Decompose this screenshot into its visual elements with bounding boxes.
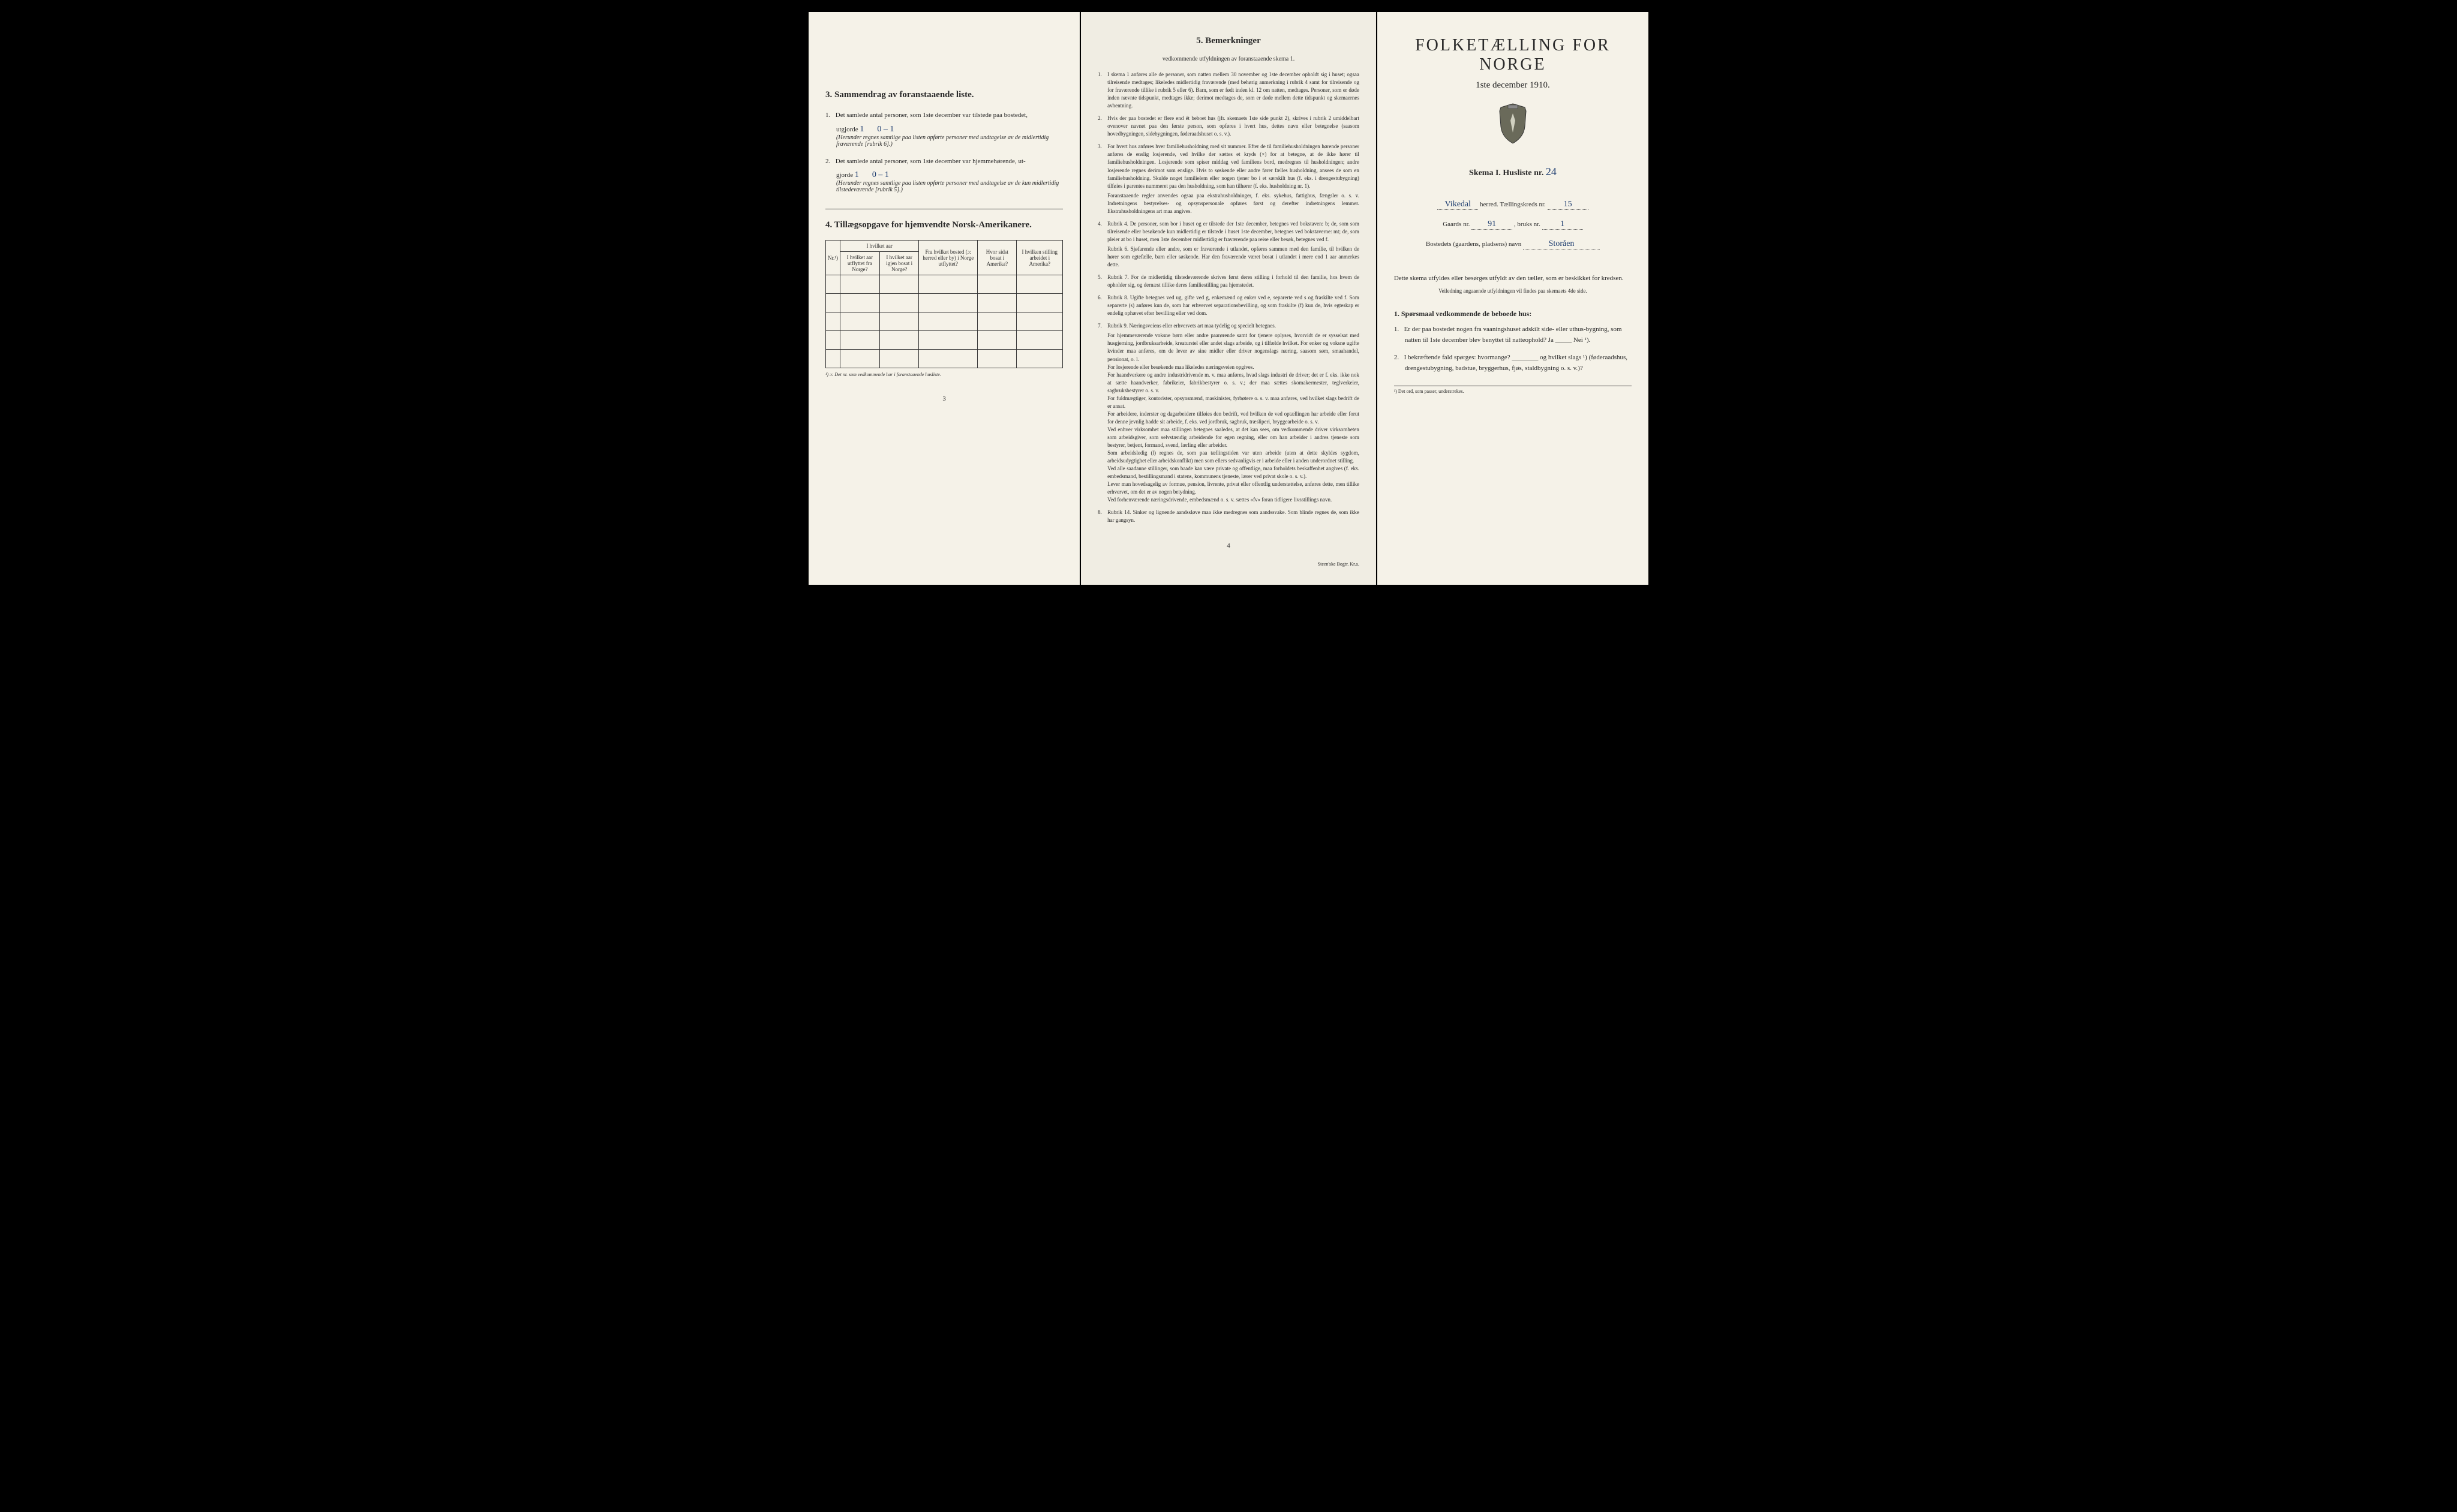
table-row: [826, 275, 1063, 294]
remark-item: 8.Rubrik 14. Sinker og lignende aandsslø…: [1098, 509, 1359, 524]
q2-handwritten-value: 1: [855, 170, 859, 179]
schema-line: Skema I. Husliste nr. 24: [1394, 166, 1632, 178]
q1-handwritten-value: 1: [860, 125, 864, 134]
main-date: 1ste december 1910.: [1394, 80, 1632, 91]
table-footnote: ¹) ɔ: Det nr. som vedkommende har i fora…: [825, 372, 1063, 377]
table-body: [826, 275, 1063, 368]
sporsmaal-q2: 2. I bekræftende fald spørges: hvormange…: [1405, 353, 1632, 374]
page-number-middle: 4: [1098, 542, 1359, 549]
section3-title: 3. Sammendrag av foranstaaende liste.: [825, 90, 1063, 100]
q1: 1. Det samlede antal personer, som 1ste …: [825, 110, 1063, 121]
right-footnote: ¹) Det ord, som passer, understrekes.: [1394, 386, 1632, 394]
herred-line: Vikedal herred. Tællingskreds nr. 15: [1394, 200, 1632, 210]
th-nr: Nr.¹): [826, 241, 840, 275]
coat-of-arms-icon: [1394, 103, 1632, 148]
sporsmaal-q1: 1. Er der paa bostedet nogen fra vaaning…: [1405, 324, 1632, 345]
dispatch-text: Dette skema utfyldes eller besørges utfy…: [1394, 273, 1632, 295]
sporsmaal-heading: 1. Spørsmaal vedkommende de beboede hus:: [1394, 309, 1632, 318]
section4-title: 4. Tillægsopgave for hjemvendte Norsk-Am…: [825, 220, 1063, 230]
remarks-list: 1.I skema 1 anføres alle de personer, so…: [1098, 71, 1359, 524]
q1-note: (Herunder regnes samtlige paa listen opf…: [836, 134, 1063, 148]
q1-handwritten-extra: 0 – 1: [877, 125, 894, 134]
th-amerika: Hvor sidst bosat i Amerika?: [978, 241, 1017, 275]
bruks-nr-handwritten: 1: [1542, 220, 1583, 230]
document-triptych: 3. Sammendrag av foranstaaende liste. 1.…: [785, 0, 1672, 597]
remark-item: 6.Rubrik 8. Ugifte betegnes ved ug, gift…: [1098, 294, 1359, 317]
q1-value-line: utgjorde 1 0 – 1: [836, 125, 1063, 134]
printer-mark: Steen'ske Bogtr. Kr.a.: [1098, 561, 1359, 567]
bosted-navn-handwritten: Storåen: [1523, 239, 1600, 250]
table-row: [826, 294, 1063, 312]
gaards-nr-handwritten: 91: [1471, 220, 1512, 230]
th-aar-group: I hvilket aar: [840, 241, 918, 252]
remark-item: 5.Rubrik 7. For de midlertidig tilstedev…: [1098, 273, 1359, 289]
q2-note: (Herunder regnes samtlige paa listen opf…: [836, 180, 1063, 193]
section5-title: 5. Bemerkninger: [1098, 36, 1359, 46]
gaards-line: Gaards nr. 91 , bruks nr. 1: [1394, 220, 1632, 230]
th-bosted: Fra hvilket bosted (ɔ: herred eller by) …: [919, 241, 978, 275]
page-middle: 5. Bemerkninger vedkommende utfyldningen…: [1081, 12, 1376, 585]
table-row: [826, 331, 1063, 350]
herred-name-handwritten: Vikedal: [1437, 200, 1478, 210]
husliste-nr-handwritten: 24: [1546, 166, 1557, 178]
section5-sub: vedkommende utfyldningen av foranstaaend…: [1098, 56, 1359, 62]
remark-item: 2.Hvis der paa bostedet er flere end ét …: [1098, 115, 1359, 138]
table-row: [826, 312, 1063, 331]
th-stilling: I hvilken stilling arbeidet i Amerika?: [1017, 241, 1063, 275]
q2: 2. Det samlede antal personer, som 1ste …: [825, 156, 1063, 167]
remark-item: 3.For hvert hus anføres hver familiehush…: [1098, 143, 1359, 215]
remark-item: 4.Rubrik 4. De personer, som bor i huset…: [1098, 220, 1359, 269]
remark-item: 7.Rubrik 9. Næringsveiens eller erhverve…: [1098, 322, 1359, 504]
main-title: FOLKETÆLLING FOR NORGE: [1394, 36, 1632, 74]
q2-handwritten-extra: 0 – 1: [872, 170, 889, 179]
page-left: 3. Sammendrag av foranstaaende liste. 1.…: [809, 12, 1080, 585]
table-row: [826, 350, 1063, 368]
page-number-left: 3: [825, 395, 1063, 402]
page-right: FOLKETÆLLING FOR NORGE 1ste december 191…: [1377, 12, 1648, 585]
th-igjen: I hvilket aar igjen bosat i Norge?: [879, 252, 919, 275]
kreds-nr-handwritten: 15: [1548, 200, 1588, 210]
q2-value-line: gjorde 1 0 – 1: [836, 170, 1063, 180]
th-utflyttet: I hvilket aar utflyttet fra Norge?: [840, 252, 879, 275]
dispatch-note: Veiledning angaaende utfyldningen vil fi…: [1394, 287, 1632, 295]
remark-item: 1.I skema 1 anføres alle de personer, so…: [1098, 71, 1359, 110]
bosted-line: Bostedets (gaardens, pladsens) navn Stor…: [1394, 239, 1632, 250]
supplement-table: Nr.¹) I hvilket aar Fra hvilket bosted (…: [825, 240, 1063, 368]
